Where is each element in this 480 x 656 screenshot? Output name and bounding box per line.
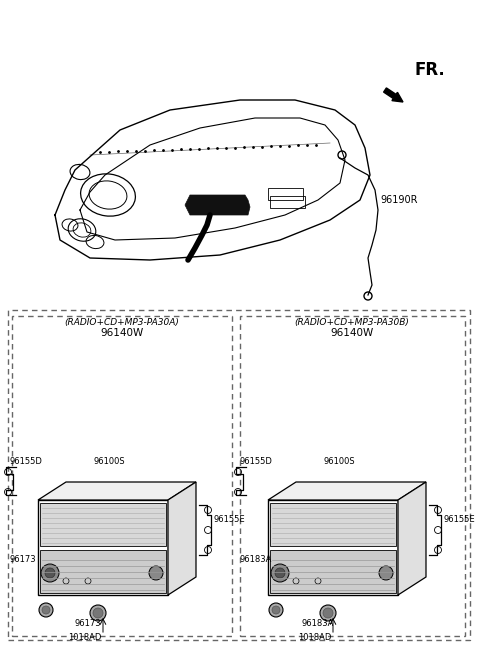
Circle shape [39,603,53,617]
Polygon shape [398,482,426,595]
Bar [268,188,303,200]
Text: 96155D: 96155D [10,457,43,466]
Text: 96183A: 96183A [240,556,272,565]
Text: 96100S: 96100S [323,457,355,466]
Text: 96155E: 96155E [214,516,246,525]
Polygon shape [168,482,196,595]
Text: 1018AD: 1018AD [298,632,331,642]
Text: 96190R: 96190R [380,195,418,205]
Text: 96140W: 96140W [330,328,373,338]
Bar [240,316,465,636]
Bar [40,503,166,546]
FancyArrow shape [384,88,403,102]
Circle shape [93,608,103,618]
Bar [270,550,396,593]
Text: 96173: 96173 [10,556,36,565]
Polygon shape [38,482,196,500]
Bar [12,316,232,636]
Circle shape [320,605,336,621]
Text: 96100S: 96100S [93,457,125,466]
Bar [8,310,470,640]
Text: (RADIO+CD+MP3-PA30A): (RADIO+CD+MP3-PA30A) [65,318,180,327]
Circle shape [323,608,333,618]
Text: (RADIO+CD+MP3-PA30B): (RADIO+CD+MP3-PA30B) [295,318,409,327]
Circle shape [90,605,106,621]
Circle shape [275,568,285,578]
Text: FR.: FR. [415,61,446,79]
Circle shape [269,603,283,617]
Text: 96140W: 96140W [100,328,144,338]
Bar [270,503,396,546]
Circle shape [379,566,393,580]
Circle shape [42,606,50,614]
Bar [40,550,166,593]
Circle shape [271,564,289,582]
Text: 96173: 96173 [75,619,101,628]
Circle shape [45,568,55,578]
Bar [270,196,305,208]
Circle shape [272,606,280,614]
Bar [268,500,398,595]
Bar [38,500,168,595]
Circle shape [149,566,163,580]
Polygon shape [268,482,426,500]
Text: 96155D: 96155D [240,457,273,466]
Circle shape [41,564,59,582]
Text: 1018AD: 1018AD [68,632,101,642]
Polygon shape [185,195,250,215]
Text: 96155E: 96155E [444,516,476,525]
Text: 96183A: 96183A [302,619,334,628]
